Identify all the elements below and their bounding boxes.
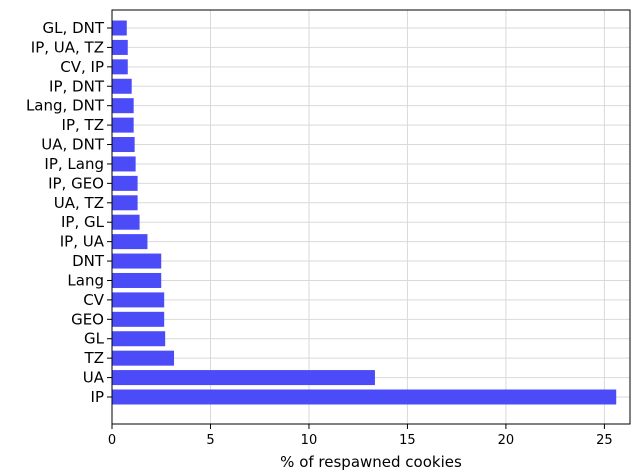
x-tick-label: 15: [399, 433, 416, 448]
bar: [112, 292, 165, 308]
y-tick-label: TZ: [84, 349, 104, 367]
y-tick-label: GL: [84, 330, 105, 348]
x-tick-label: 0: [108, 433, 116, 448]
y-tick-label: Lang, DNT: [26, 97, 105, 115]
bar: [112, 98, 134, 114]
bar: [112, 137, 135, 153]
y-tick-label: GEO: [71, 310, 104, 328]
y-tick-label: GL, DNT: [43, 19, 105, 37]
x-axis: 0 5 10 15 20 25: [108, 424, 613, 448]
y-tick-label: IP, TZ: [62, 116, 104, 134]
bar: [112, 20, 127, 36]
bar: [112, 350, 175, 366]
bar: [112, 117, 134, 133]
bar: [112, 59, 128, 75]
x-axis-label: % of respawned cookies: [280, 453, 462, 471]
x-tick-label: 20: [498, 433, 515, 448]
bar: [112, 234, 148, 250]
y-tick-label: IP, DNT: [49, 77, 105, 95]
bar: [112, 253, 162, 269]
y-tick-label: IP, GL: [61, 213, 105, 231]
bar: [112, 370, 375, 386]
y-tick-label: DNT: [72, 252, 105, 270]
grid: [111, 10, 630, 424]
y-tick-label: IP: [91, 388, 104, 406]
bar: [112, 39, 128, 55]
y-tick-label: CV, IP: [60, 58, 104, 76]
y-tick-label: IP, UA, TZ: [31, 38, 104, 56]
bar: [112, 175, 138, 191]
bar: [112, 214, 140, 230]
plot-frame: [111, 9, 631, 425]
bar: [112, 78, 132, 94]
y-tick-label: UA, DNT: [41, 136, 105, 154]
y-tick-label: UA: [83, 369, 105, 387]
bar: [112, 272, 162, 288]
x-tick-label: 5: [206, 433, 214, 448]
y-tick-label: CV: [83, 291, 104, 309]
y-tick-label: Lang: [67, 271, 104, 289]
y-tick-label: UA, TZ: [54, 194, 104, 212]
y-tick-label: IP, Lang: [44, 155, 104, 173]
y-tick-label: IP, UA: [60, 233, 105, 251]
y-tick-label: IP, GEO: [48, 174, 104, 192]
bar: [112, 331, 166, 347]
bar: [112, 389, 617, 405]
bar: [112, 195, 138, 211]
x-tick-label: 10: [301, 433, 318, 448]
x-tick-label: 25: [596, 433, 613, 448]
bar: [112, 311, 165, 327]
bars: [112, 20, 617, 405]
bar: [112, 156, 136, 172]
